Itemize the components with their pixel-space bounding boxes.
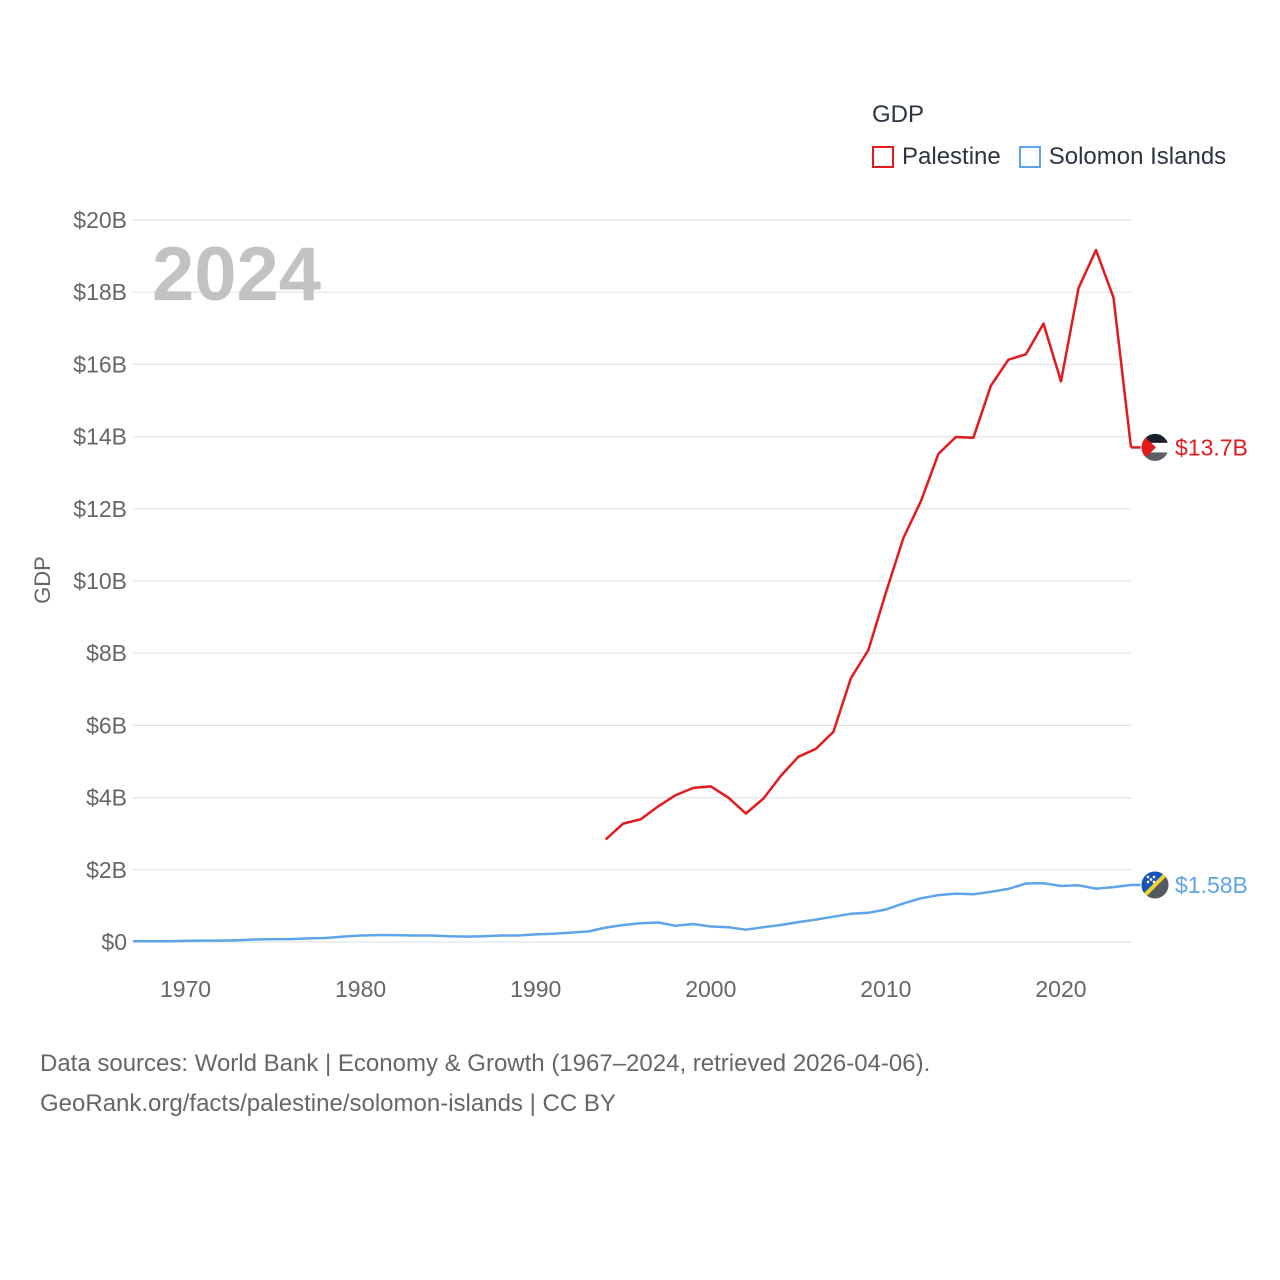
legend-swatch-palestine xyxy=(872,146,894,168)
x-tick-label: 2010 xyxy=(860,976,911,1002)
legend-item-palestine[interactable]: Palestine xyxy=(872,143,1001,171)
end-value-label-solomon-islands: $1.58B xyxy=(1175,872,1248,898)
y-tick-label: $12B xyxy=(73,496,127,522)
y-tick-label: $8B xyxy=(86,640,127,666)
series-line-palestine xyxy=(604,248,1133,841)
y-tick-label: $18B xyxy=(73,279,127,305)
x-tick-label: 1980 xyxy=(335,976,386,1002)
legend-label-palestine: Palestine xyxy=(902,143,1001,170)
source-line-2[interactable]: GeoRank.org/facts/palestine/solomon-isla… xyxy=(40,1090,616,1117)
y-tick-label: $6B xyxy=(86,712,127,738)
y-tick-label: $14B xyxy=(73,424,127,450)
legend: Palestine Solomon Islands xyxy=(872,143,1244,171)
y-tick-label: $16B xyxy=(73,351,127,377)
series-lines xyxy=(133,248,1133,943)
y-axis-label: GDP xyxy=(30,556,55,604)
gridlines xyxy=(133,219,1131,943)
legend-swatch-solomon-islands xyxy=(1018,146,1041,168)
legend-title: GDP xyxy=(872,101,925,128)
flag-icon-palestine xyxy=(1140,432,1170,462)
x-tick-label: 1970 xyxy=(160,976,211,1002)
series-line-solomon-islands xyxy=(133,881,1132,943)
legend-item-solomon-islands[interactable]: Solomon Islands xyxy=(1018,143,1227,171)
legend-label-solomon-islands: Solomon Islands xyxy=(1048,143,1227,170)
end-value-label-palestine: $13.7B xyxy=(1175,434,1248,460)
flag-icon-solomon-islands xyxy=(1140,870,1170,900)
x-tick-label: 2020 xyxy=(1035,976,1086,1002)
y-tick-label: $20B xyxy=(73,207,127,233)
y-tick-label: $2B xyxy=(86,857,127,883)
data-source-note: Data sources: World Bank | Economy & Gro… xyxy=(40,1044,930,1124)
series-end-markers: $13.7B $1.58B xyxy=(1131,432,1248,900)
x-tick-label: 2000 xyxy=(685,976,736,1002)
y-tick-label: $4B xyxy=(86,785,127,811)
y-tick-label: $0 xyxy=(101,929,127,955)
y-tick-label: $10B xyxy=(73,568,127,594)
source-line-1: Data sources: World Bank | Economy & Gro… xyxy=(40,1050,931,1077)
x-axis-tick-labels: 1970 1980 1990 2000 2010 2020 xyxy=(160,976,1087,1002)
x-tick-label: 1990 xyxy=(510,976,561,1002)
year-overlay: 2024 xyxy=(152,232,321,317)
y-axis-tick-labels: $0 $2B $4B $6B $8B $10B $12B $14B $16B $18B $20B xyxy=(73,207,127,955)
